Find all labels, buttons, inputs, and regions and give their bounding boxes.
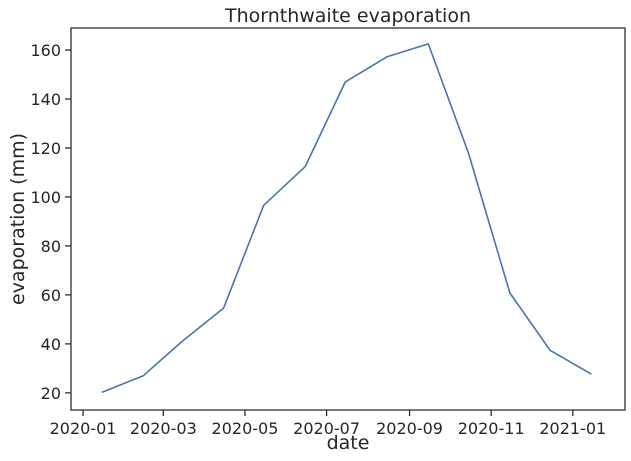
x-tick-label: 2020-11 xyxy=(458,419,525,438)
y-tick-label: 20 xyxy=(41,384,61,403)
plot-area xyxy=(101,43,592,394)
x-tick-label: 2020-05 xyxy=(212,419,279,438)
y-tick-label: 60 xyxy=(41,286,61,305)
y-tick-label: 40 xyxy=(41,335,61,354)
x-tick-label: 2020-03 xyxy=(130,419,197,438)
y-tick-label: 80 xyxy=(41,237,61,256)
x-tick-label: 2020-09 xyxy=(376,419,443,438)
x-axis-label: date xyxy=(327,432,370,454)
y-axis: 20 40 60 80 100 120 140 160 xyxy=(30,41,71,403)
y-tick-label: 140 xyxy=(30,90,61,109)
x-tick-label: 2021-01 xyxy=(539,419,606,438)
y-tick-label: 160 xyxy=(30,41,61,60)
y-axis-label: evaporation (mm) xyxy=(7,133,29,305)
y-tick-label: 100 xyxy=(30,188,61,207)
x-axis: 2020-01 2020-03 2020-05 2020-07 2020-09 2020-… xyxy=(50,410,606,438)
series-line xyxy=(101,43,592,394)
chart-title: Thornthwaite evaporation xyxy=(224,5,471,27)
x-tick-label: 2020-01 xyxy=(50,419,117,438)
y-tick-label: 120 xyxy=(30,139,61,158)
x-tick-label: 2020-07 xyxy=(293,419,360,438)
plot-frame xyxy=(70,27,626,411)
